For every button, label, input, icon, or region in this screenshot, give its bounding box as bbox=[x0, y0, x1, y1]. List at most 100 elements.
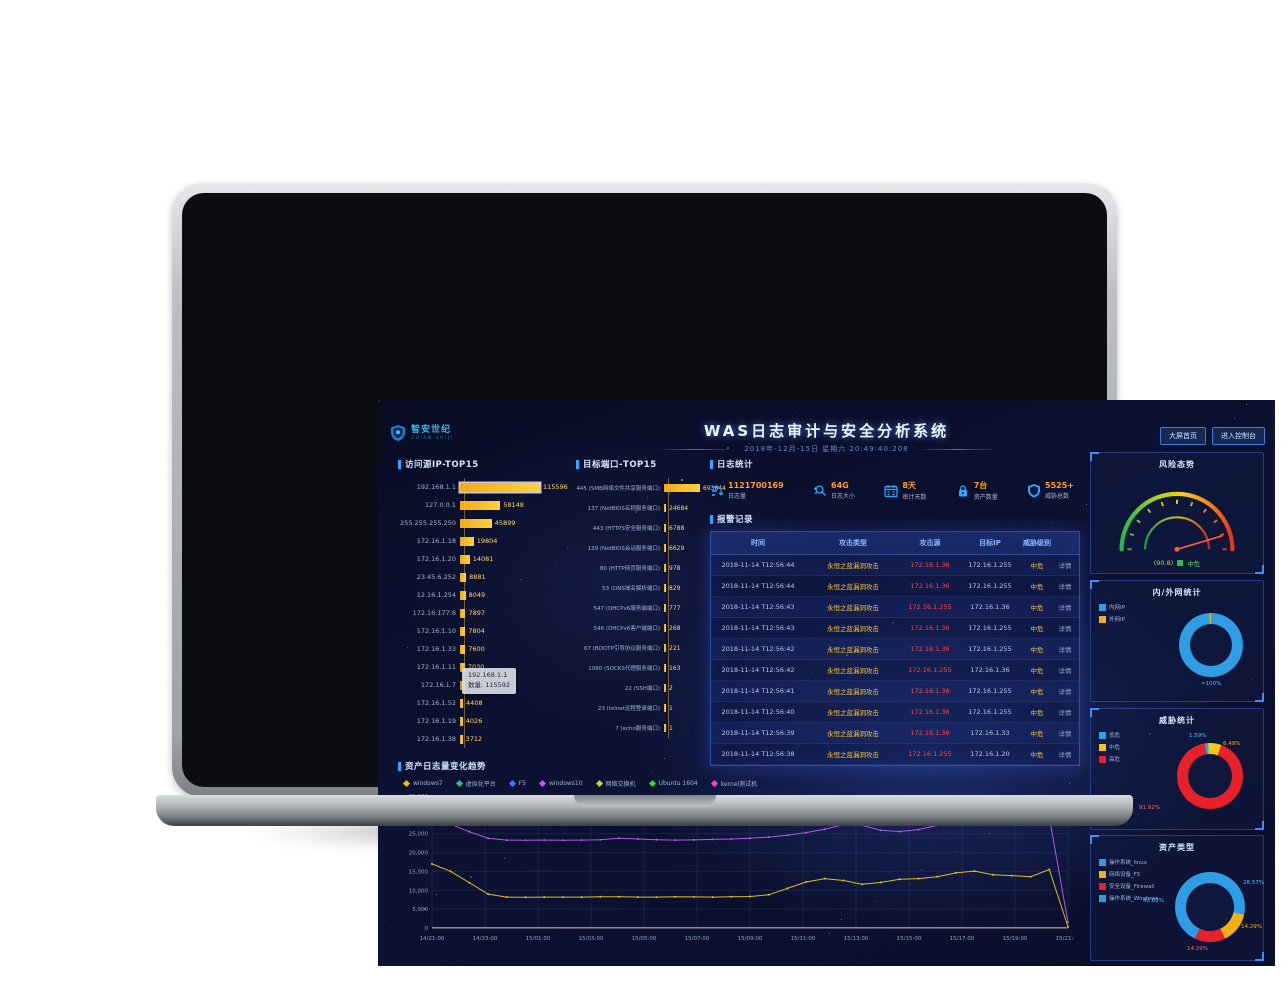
table-cell: 2018-11-14 T12:56:38 bbox=[721, 750, 795, 758]
bar-label: 192.168.1.1 bbox=[416, 483, 456, 491]
bar-row[interactable]: 172.16.1.52 4408 bbox=[398, 694, 576, 712]
legend-label: 操作系统_linux bbox=[1109, 860, 1148, 866]
detail-link[interactable]: 详情 bbox=[1058, 646, 1072, 654]
detail-link[interactable]: 详情 bbox=[1058, 562, 1072, 570]
bar-row[interactable]: 172.16.1.38 3712 bbox=[398, 730, 576, 748]
bar-row[interactable]: 172.16.1.33 7600 bbox=[398, 640, 576, 658]
bar-value: 58148 bbox=[503, 501, 524, 509]
bar-value: 6629 bbox=[669, 544, 685, 552]
bar-row[interactable]: 546 (DHCPv6客户端端口) 268 bbox=[576, 618, 706, 638]
legend-item[interactable]: 低危 bbox=[1099, 731, 1120, 739]
home-screen-button[interactable]: 大屏首页 bbox=[1160, 427, 1206, 445]
bar bbox=[664, 484, 700, 492]
table-row: 2018-11-14 T12:56:42 永恒之蓝漏洞攻击 172.16.1.36 1… bbox=[711, 639, 1079, 660]
bar-row[interactable]: 443 (HTTPS安全服务端口) 6788 bbox=[576, 518, 706, 538]
net-donut[interactable] bbox=[1179, 613, 1243, 677]
star bbox=[943, 865, 944, 866]
detail-link[interactable]: 详情 bbox=[1058, 688, 1072, 696]
table-cell: 172.16.1.255 bbox=[968, 582, 1012, 590]
stat-item: 64G 日志大小 bbox=[813, 480, 855, 501]
bar-label: 547 (DHCPv6服务端端口) bbox=[593, 606, 660, 612]
bar-row[interactable]: 172.16.1.10 7804 bbox=[398, 622, 576, 640]
bar-row[interactable]: 255.255.255.250 45899 bbox=[398, 514, 576, 532]
star bbox=[744, 708, 745, 709]
star bbox=[732, 722, 733, 723]
bar-row[interactable]: 172.16.1.19 4026 bbox=[398, 712, 576, 730]
detail-link[interactable]: 详情 bbox=[1058, 667, 1072, 675]
bar-row[interactable]: 22 (SSH端口) 2 bbox=[576, 678, 706, 698]
star bbox=[436, 894, 437, 895]
src-ip-rows: 192.168.1.1 数量: 115592 192.168.1.1 115596… bbox=[398, 478, 576, 748]
table-row: 2018-11-14 T12:56:43 永恒之蓝漏洞攻击 172.16.1.36 1… bbox=[711, 618, 1079, 639]
star bbox=[390, 926, 391, 927]
legend-item[interactable]: 虚拟化平台 bbox=[455, 779, 496, 788]
legend-item[interactable]: 安全设备_Firewall bbox=[1099, 882, 1158, 890]
bar-row[interactable]: 172.16.1.20 14081 bbox=[398, 550, 576, 568]
laptop-bezel: 智安世纪 ZHIAN SHIJI WAS日志审计与安全分析系统 2018年-12… bbox=[182, 193, 1275, 966]
bar-row[interactable]: 192.168.1.1 115596 bbox=[398, 478, 576, 496]
bar-value: 2 bbox=[669, 684, 673, 692]
table-row: 2018-11-14 T12:56:44 永恒之蓝漏洞攻击 172.16.1.36 1… bbox=[711, 576, 1079, 597]
star bbox=[618, 790, 619, 791]
bar-label: 172.16.177.6 bbox=[412, 609, 456, 617]
legend-item[interactable]: kernel测试机 bbox=[710, 779, 757, 788]
bar-row[interactable]: 1080 (SOCKS代理服务端口) 163 bbox=[576, 658, 706, 678]
bar bbox=[460, 644, 466, 654]
table-cell: 172.16.1.255 bbox=[968, 561, 1012, 569]
detail-link[interactable]: 详情 bbox=[1058, 751, 1072, 759]
bar-row[interactable]: 547 (DHCPv6服务端端口) 777 bbox=[576, 598, 706, 618]
star bbox=[863, 915, 864, 916]
detail-link[interactable]: 详情 bbox=[1058, 604, 1072, 612]
legend-item[interactable]: windows7 bbox=[402, 779, 443, 788]
bar-label: 172.16.1.33 bbox=[416, 645, 456, 653]
legend-label: 网络交换机 bbox=[605, 781, 636, 788]
legend-item[interactable]: 外网IP bbox=[1099, 615, 1125, 623]
legend-item[interactable]: 中危 bbox=[1099, 743, 1120, 751]
star bbox=[698, 740, 699, 741]
bar-label: 172.16.1.11 bbox=[416, 663, 456, 671]
app-logo: 智安世纪 ZHIAN SHIJI bbox=[390, 424, 453, 442]
star bbox=[424, 908, 426, 910]
legend-item[interactable]: Ubuntu 1604 bbox=[648, 779, 698, 788]
asset-donut[interactable] bbox=[1175, 872, 1245, 942]
detail-link[interactable]: 详情 bbox=[1058, 625, 1072, 633]
enter-console-button[interactable]: 进入控制台 bbox=[1212, 427, 1265, 445]
threat-donut[interactable] bbox=[1177, 743, 1243, 809]
legend-item[interactable]: windows10 bbox=[538, 779, 583, 788]
legend-swatch bbox=[1099, 603, 1106, 611]
bar-row[interactable]: 12.16.1.254 8049 bbox=[398, 586, 576, 604]
bar-row[interactable]: 139 (NetBIOS会话服务端口) 6629 bbox=[576, 538, 706, 558]
net-donut-legend: 内网IP 外网IP bbox=[1099, 603, 1125, 623]
table-cell: 永恒之蓝漏洞攻击 bbox=[827, 688, 879, 696]
bar-row[interactable]: 137 (NetBIOS名称服务端口) 24684 bbox=[576, 498, 706, 518]
detail-link[interactable]: 详情 bbox=[1058, 730, 1072, 738]
detail-link[interactable]: 详情 bbox=[1058, 583, 1072, 591]
bar-label: 172.16.1.10 bbox=[416, 627, 456, 635]
star bbox=[378, 400, 380, 402]
bar-value: 829 bbox=[669, 584, 681, 592]
legend-item[interactable]: F5 bbox=[508, 779, 526, 788]
bar-row[interactable]: 23 (telnet远程登录端口) 1 bbox=[576, 698, 706, 718]
detail-link[interactable]: 详情 bbox=[1058, 709, 1072, 717]
bar-value: 163 bbox=[669, 664, 681, 672]
bar-row[interactable]: 172.16.177.6 7897 bbox=[398, 604, 576, 622]
legend-item[interactable]: 高危 bbox=[1099, 755, 1120, 763]
bar-label: 7 (echo服务端口) bbox=[615, 726, 660, 732]
bar-row[interactable]: 67 (BOOTP引导协议服务端口) 221 bbox=[576, 638, 706, 658]
legend-item[interactable]: 操作系统_linux bbox=[1099, 858, 1158, 866]
legend-item[interactable]: 操作系统_Windows bbox=[1099, 894, 1158, 902]
bar-row[interactable]: 23.45.6.252 8881 bbox=[398, 568, 576, 586]
legend-item[interactable]: 网络设备_F5 bbox=[1099, 870, 1158, 878]
gauge-level-label: 中危 bbox=[1187, 560, 1201, 568]
bar-label: 67 (BOOTP引导协议服务端口) bbox=[583, 646, 660, 652]
legend-item[interactable]: 内网IP bbox=[1099, 603, 1125, 611]
bar-row[interactable]: 172.16.1.18 19804 bbox=[398, 532, 576, 550]
bar bbox=[664, 724, 666, 732]
bar-row[interactable]: 127.0.0.1 58148 bbox=[398, 496, 576, 514]
bar-row[interactable]: 445 (SMB网络文件共享服务端口) 693844 bbox=[576, 478, 726, 498]
bar-row[interactable]: 80 (HTTP网页服务端口) 978 bbox=[576, 558, 706, 578]
bar-row[interactable]: 7 (echo服务端口) 1 bbox=[576, 718, 706, 738]
bar-row[interactable]: 172.16.1.11 7030 bbox=[398, 658, 576, 676]
bar-row[interactable]: 53 (DNS域名解析端口) 829 bbox=[576, 578, 706, 598]
legend-item[interactable]: 网络交换机 bbox=[595, 779, 636, 788]
